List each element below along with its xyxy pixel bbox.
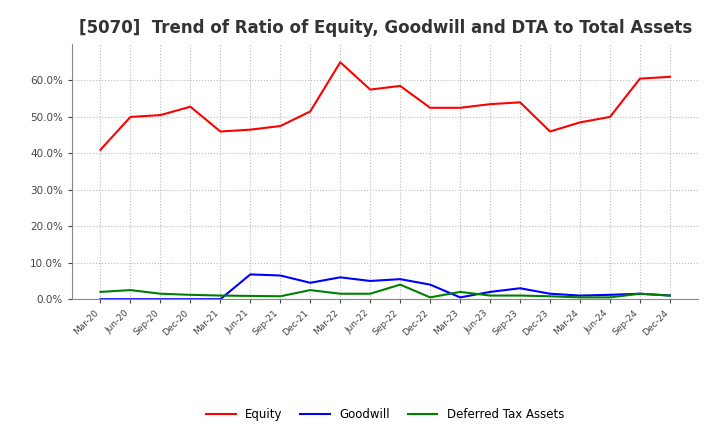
Deferred Tax Assets — [156, 291, 165, 297]
Goodwill — [306, 280, 315, 286]
Deferred Tax Assets — [576, 295, 585, 300]
Equity — [426, 105, 434, 110]
Equity — [636, 76, 644, 81]
Equity — [186, 104, 194, 110]
Equity — [576, 120, 585, 125]
Equity — [516, 100, 524, 105]
Goodwill — [156, 297, 165, 302]
Goodwill — [126, 297, 135, 302]
Equity — [486, 102, 495, 107]
Equity — [276, 123, 284, 128]
Goodwill — [546, 291, 554, 297]
Deferred Tax Assets — [216, 293, 225, 298]
Goodwill — [336, 275, 345, 280]
Goodwill — [426, 282, 434, 287]
Deferred Tax Assets — [306, 287, 315, 293]
Equity — [306, 109, 315, 114]
Deferred Tax Assets — [665, 293, 674, 298]
Deferred Tax Assets — [276, 293, 284, 299]
Deferred Tax Assets — [636, 291, 644, 297]
Goodwill — [486, 289, 495, 294]
Title: [5070]  Trend of Ratio of Equity, Goodwill and DTA to Total Assets: [5070] Trend of Ratio of Equity, Goodwil… — [78, 19, 692, 37]
Goodwill — [186, 297, 194, 302]
Deferred Tax Assets — [186, 292, 194, 297]
Goodwill — [216, 297, 225, 302]
Legend: Equity, Goodwill, Deferred Tax Assets: Equity, Goodwill, Deferred Tax Assets — [202, 403, 569, 426]
Goodwill — [96, 297, 105, 302]
Deferred Tax Assets — [426, 295, 434, 300]
Deferred Tax Assets — [246, 293, 255, 299]
Line: Deferred Tax Assets: Deferred Tax Assets — [101, 285, 670, 297]
Line: Equity: Equity — [101, 62, 670, 150]
Line: Goodwill: Goodwill — [101, 275, 670, 299]
Equity — [216, 129, 225, 134]
Equity — [665, 74, 674, 80]
Equity — [156, 113, 165, 118]
Goodwill — [366, 279, 374, 284]
Equity — [456, 105, 464, 110]
Goodwill — [665, 293, 674, 298]
Deferred Tax Assets — [606, 295, 614, 300]
Deferred Tax Assets — [516, 293, 524, 298]
Equity — [396, 83, 405, 88]
Goodwill — [246, 272, 255, 277]
Deferred Tax Assets — [396, 282, 405, 287]
Goodwill — [606, 292, 614, 297]
Deferred Tax Assets — [486, 293, 495, 298]
Equity — [366, 87, 374, 92]
Goodwill — [636, 291, 644, 297]
Equity — [96, 147, 105, 152]
Equity — [336, 59, 345, 65]
Deferred Tax Assets — [336, 291, 345, 297]
Equity — [126, 114, 135, 120]
Goodwill — [396, 276, 405, 282]
Goodwill — [456, 295, 464, 300]
Goodwill — [516, 286, 524, 291]
Deferred Tax Assets — [546, 293, 554, 299]
Equity — [606, 114, 614, 120]
Deferred Tax Assets — [456, 289, 464, 294]
Goodwill — [276, 273, 284, 278]
Equity — [246, 127, 255, 132]
Deferred Tax Assets — [126, 287, 135, 293]
Equity — [546, 129, 554, 134]
Deferred Tax Assets — [366, 291, 374, 297]
Deferred Tax Assets — [96, 289, 105, 294]
Goodwill — [576, 293, 585, 298]
